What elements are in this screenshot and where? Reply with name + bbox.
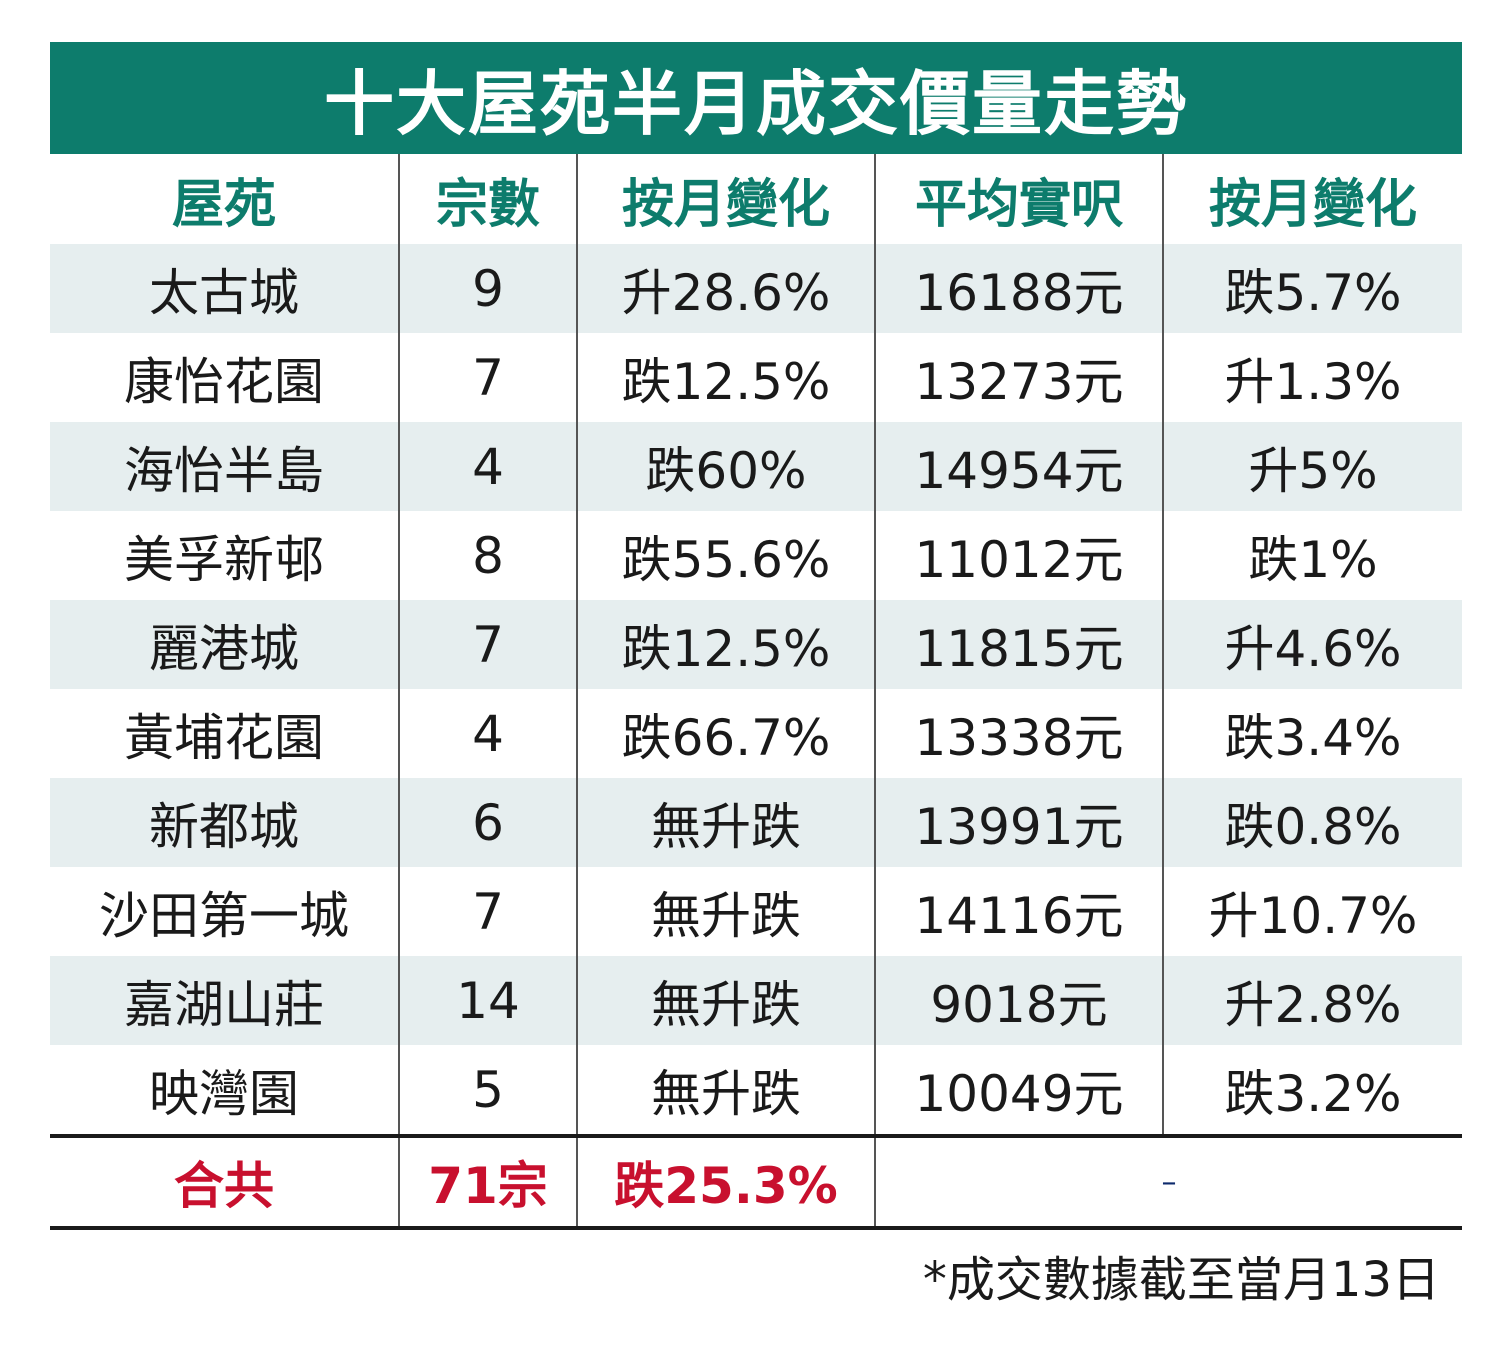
total-label: 合共 — [50, 1134, 399, 1230]
table-cell: 康怡花園 — [124, 352, 324, 411]
table-cell: 跌55.6% — [576, 511, 875, 600]
table-row: 嘉湖山莊 14 無升跌 9018元 升2.8% — [50, 956, 1462, 1045]
table-cell: 14116元 — [874, 867, 1163, 956]
table-cell: 升10.7% — [1162, 867, 1462, 956]
table-cell: 跌5.7% — [1162, 244, 1462, 333]
table-row: 麗港城 7 跌12.5% 11815元 升4.6% — [50, 600, 1462, 689]
table-cell: 10049元 — [874, 1045, 1163, 1136]
table-cell: 跌3.2% — [1162, 1045, 1462, 1136]
header-row: 屋苑 宗數 按月變化 平均實呎 按月變化 — [50, 154, 1462, 244]
table-cell: 8 — [398, 511, 577, 600]
table-cell: 13273元 — [874, 333, 1163, 422]
table-cell: 7 — [398, 867, 577, 956]
table-body: 太古城 9 升28.6% 16188元 跌5.7% 康怡花園 7 跌12.5% 13273元 升1… — [50, 244, 1462, 1136]
table-container: 十大屋苑半月成交價量走勢 屋苑 宗數 按月變化 平均實呎 按月變化 太古城 9 升28.6%… — [50, 42, 1462, 1230]
table-cell: 14 — [398, 956, 577, 1045]
table-row: 黃埔花園 4 跌66.7% 13338元 跌3.4% — [50, 689, 1462, 778]
table-cell: 11815元 — [874, 600, 1163, 689]
table-row: 美孚新邨 8 跌55.6% 11012元 跌1% — [50, 511, 1462, 600]
column-header: 宗數 — [398, 154, 577, 244]
table-cell: 跌12.5% — [576, 600, 875, 689]
table-cell: 跌1% — [1162, 511, 1462, 600]
table-cell: 14954元 — [874, 422, 1163, 511]
table-header: 屋苑 宗數 按月變化 平均實呎 按月變化 — [50, 154, 1462, 244]
footnote: *成交數據截至當月13日 — [922, 1252, 1440, 1308]
table-cell: 美孚新邨 — [124, 530, 324, 589]
table-cell: 太古城 — [50, 244, 399, 333]
table-cell: 7 — [398, 600, 577, 689]
table-cell: 跌3.4% — [1162, 689, 1462, 778]
table-cell: 無升跌 — [576, 867, 875, 956]
table-footer: 合共 71宗 跌25.3% – — [50, 1134, 1462, 1230]
total-change: 跌25.3% — [576, 1134, 875, 1230]
table-cell: 跌12.5% — [576, 333, 875, 422]
table-cell: 升2.8% — [1162, 956, 1462, 1045]
table-cell: 9 — [398, 244, 577, 333]
table-cell: 6 — [398, 778, 577, 867]
table-cell: 升1.3% — [1162, 333, 1462, 422]
table-cell: 跌66.7% — [576, 689, 875, 778]
column-header: 按月變化 — [1162, 154, 1462, 244]
table-cell: 16188元 — [874, 244, 1163, 333]
table-cell: 映灣園 — [149, 1064, 299, 1123]
table-cell: 升4.6% — [1162, 600, 1462, 689]
table-row: 康怡花園 7 跌12.5% 13273元 升1.3% — [50, 333, 1462, 422]
table-cell: 4 — [398, 689, 577, 778]
table-cell: 13338元 — [874, 689, 1163, 778]
table-cell: 海怡半島 — [50, 422, 399, 511]
table-row: 映灣園 5 無升跌 10049元 跌3.2% — [50, 1045, 1462, 1136]
table-cell: 7 — [398, 333, 577, 422]
table-row: 新都城 6 無升跌 13991元 跌0.8% — [50, 778, 1462, 867]
table-cell: 無升跌 — [576, 778, 875, 867]
table-cell: 4 — [398, 422, 577, 511]
table-cell: 11012元 — [874, 511, 1163, 600]
total-price-placeholder: – — [874, 1134, 1462, 1230]
total-row: 合共 71宗 跌25.3% – — [50, 1134, 1462, 1230]
data-table: 屋苑 宗數 按月變化 平均實呎 按月變化 太古城 9 升28.6% 16188元 跌5.7% 康怡… — [50, 154, 1462, 1230]
table-cell: 新都城 — [50, 778, 399, 867]
table-cell: 13991元 — [874, 778, 1163, 867]
total-count: 71宗 — [398, 1134, 577, 1230]
table-cell: 沙田第一城 — [99, 886, 349, 945]
table-cell: 麗港城 — [50, 600, 399, 689]
table-cell: 升5% — [1162, 422, 1462, 511]
column-header: 按月變化 — [576, 154, 875, 244]
column-header: 屋苑 — [171, 174, 276, 235]
table-cell: 跌0.8% — [1162, 778, 1462, 867]
table-row: 沙田第一城 7 無升跌 14116元 升10.7% — [50, 867, 1462, 956]
table-row: 太古城 9 升28.6% 16188元 跌5.7% — [50, 244, 1462, 333]
table-row: 海怡半島 4 跌60% 14954元 升5% — [50, 422, 1462, 511]
table-cell: 無升跌 — [576, 1045, 875, 1136]
table-cell: 升28.6% — [576, 244, 875, 333]
table-cell: 跌60% — [576, 422, 875, 511]
table-cell: 9018元 — [874, 956, 1163, 1045]
table-cell: 嘉湖山莊 — [50, 956, 399, 1045]
column-header: 平均實呎 — [874, 154, 1163, 244]
table-cell: 黃埔花園 — [124, 708, 324, 767]
table-cell: 5 — [398, 1045, 577, 1136]
chart-title: 十大屋苑半月成交價量走勢 — [50, 42, 1462, 154]
table-cell: 無升跌 — [576, 956, 875, 1045]
